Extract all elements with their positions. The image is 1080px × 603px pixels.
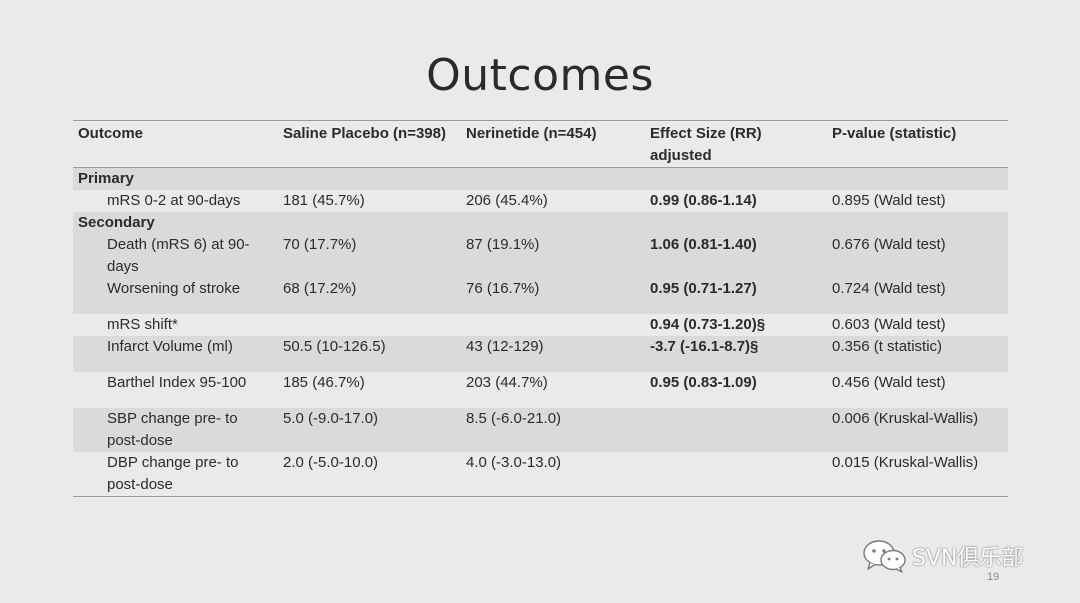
p-value-cell: 0.724 (Wald test) [832, 280, 946, 297]
nerinetide-cell: 76 (16.7%) [466, 280, 540, 297]
nerinetide-cell [461, 314, 645, 336]
p-value-cell: 0.015 (Kruskal-Wallis) [832, 454, 979, 471]
table-row: mRS 0-2 at 90-days 181 (45.7%) 206 (45.4… [73, 190, 1008, 212]
placebo-cell: 181 (45.7%) [283, 192, 365, 209]
header-effect-size: Effect Size (RR) adjusted [650, 125, 762, 164]
table-row: Death (mRS 6) at 90-days 70 (17.7%) 87 (… [73, 234, 1008, 278]
placebo-cell: 5.0 (-9.0-17.0) [283, 410, 379, 427]
nerinetide-cell: 8.5 (-6.0-21.0) [466, 410, 562, 427]
header-outcome: Outcome [78, 125, 144, 142]
p-value-cell: 0.895 (Wald test) [832, 192, 946, 209]
placebo-cell: 68 (17.2%) [283, 280, 357, 297]
nerinetide-cell: 43 (12-129) [466, 338, 544, 355]
wechat-icon [863, 540, 906, 573]
page-number: 19 [987, 571, 1000, 583]
header-placebo: Saline Placebo (n=398) [283, 125, 446, 142]
outcome-cell: Infarct Volume (ml) [107, 338, 233, 355]
p-value-cell: 0.676 (Wald test) [832, 236, 946, 253]
outcome-cell: mRS shift* [107, 316, 178, 333]
table-row: Worsening of stroke 68 (17.2%) 76 (16.7%… [73, 278, 1008, 314]
table-row: Barthel Index 95-100 185 (46.7%) 203 (44… [73, 372, 1008, 408]
outcome-cell: mRS 0-2 at 90-days [107, 192, 241, 209]
placebo-cell [278, 314, 461, 336]
header-p-value: P-value (statistic) [832, 125, 957, 142]
section-label-secondary: Secondary [78, 214, 155, 231]
table-row: DBP change pre- to post-dose 2.0 (-5.0-1… [73, 452, 1008, 497]
placebo-cell: 2.0 (-5.0-10.0) [283, 454, 379, 471]
outcome-cell: DBP change pre- to post-dose [107, 454, 239, 493]
effect-size-cell: 0.95 (0.83-1.09) [650, 374, 757, 391]
p-value-cell: 0.603 (Wald test) [832, 316, 946, 333]
slide-title: Outcomes [426, 50, 654, 101]
outcome-cell: Barthel Index 95-100 [107, 374, 247, 391]
nerinetide-cell: 87 (19.1%) [466, 236, 540, 253]
outcome-cell: SBP change pre- to post-dose [107, 410, 238, 449]
section-label-primary: Primary [78, 170, 134, 187]
outcome-cell: Death (mRS 6) at 90-days [107, 236, 250, 275]
nerinetide-cell: 206 (45.4%) [466, 192, 548, 209]
nerinetide-cell: 4.0 (-3.0-13.0) [466, 454, 562, 471]
placebo-cell: 70 (17.7%) [283, 236, 357, 253]
nerinetide-cell: 203 (44.7%) [466, 374, 548, 391]
watermark: SVN俱乐部 [862, 538, 1023, 574]
p-value-cell: 0.456 (Wald test) [832, 374, 946, 391]
table-row: Infarct Volume (ml) 50.5 (10-126.5) 43 (… [73, 336, 1008, 372]
table-row: mRS shift* 0.94 (0.73-1.20)§ 0.603 (Wald… [73, 314, 1008, 336]
effect-size-cell [645, 452, 827, 497]
effect-size-cell [645, 408, 827, 452]
effect-size-cell: 0.99 (0.86-1.14) [650, 192, 757, 209]
section-row-primary: Primary [73, 167, 1008, 190]
effect-size-cell: 0.94 (0.73-1.20)§ [650, 316, 766, 333]
outcome-cell: Worsening of stroke [107, 280, 241, 297]
header-nerinetide: Nerinetide (n=454) [466, 125, 597, 142]
placebo-cell: 185 (46.7%) [283, 374, 365, 391]
effect-size-cell: -3.7 (-16.1-8.7)§ [650, 338, 759, 355]
watermark-text: SVN俱乐部 [912, 546, 1024, 571]
table-row: SBP change pre- to post-dose 5.0 (-9.0-1… [73, 408, 1008, 452]
section-row-secondary: Secondary [73, 212, 1008, 234]
effect-size-cell: 1.06 (0.81-1.40) [650, 236, 757, 253]
p-value-cell: 0.006 (Kruskal-Wallis) [832, 410, 979, 427]
outcomes-table-container: Outcome Saline Placebo (n=398) Nerinetid… [73, 120, 1008, 497]
table-header-row: Outcome Saline Placebo (n=398) Nerinetid… [73, 120, 1008, 168]
placebo-cell: 50.5 (10-126.5) [283, 338, 386, 355]
p-value-cell: 0.356 (t statistic) [832, 338, 943, 355]
effect-size-cell: 0.95 (0.71-1.27) [650, 280, 757, 297]
outcomes-table: Outcome Saline Placebo (n=398) Nerinetid… [73, 120, 1008, 497]
